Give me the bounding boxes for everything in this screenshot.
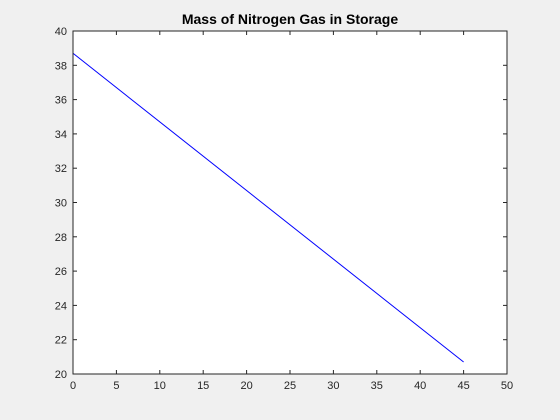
y-tick-label: 32: [55, 163, 67, 175]
x-tick-label: 20: [240, 380, 252, 392]
x-tick-label: 0: [70, 380, 76, 392]
x-tick-label: 15: [197, 380, 209, 392]
y-tick-label: 36: [55, 95, 67, 107]
y-tick-label: 26: [55, 266, 67, 278]
series-layer: [72, 52, 464, 363]
y-tick-label: 24: [55, 300, 67, 312]
plot-area: [73, 31, 507, 374]
y-tick-label: 28: [55, 232, 67, 244]
y-tick-label: 30: [55, 198, 67, 210]
y-tick-label: 22: [55, 335, 67, 347]
x-tick-label: 45: [457, 380, 469, 392]
y-tick-label: 38: [55, 60, 67, 72]
x-tick-label: 50: [501, 380, 513, 392]
x-tick-label: 35: [371, 380, 383, 392]
y-tick-label: 40: [55, 26, 67, 38]
x-tick-label: 5: [113, 380, 119, 392]
x-tick-label: 25: [284, 380, 296, 392]
chart-title: Mass of Nitrogen Gas in Storage: [182, 11, 398, 27]
axes-layer: 0 5 10 15 20 25 30 35 40 45 50 20 22 24 26 28 30 32 34 36 38…: [55, 26, 513, 392]
y-tick-label: 20: [55, 369, 67, 381]
series-line-0: [72, 52, 464, 363]
x-tick-label: 40: [414, 380, 426, 392]
x-tick-label: 30: [327, 380, 339, 392]
x-tick-label: 10: [154, 380, 166, 392]
y-tick-label: 34: [55, 129, 67, 141]
